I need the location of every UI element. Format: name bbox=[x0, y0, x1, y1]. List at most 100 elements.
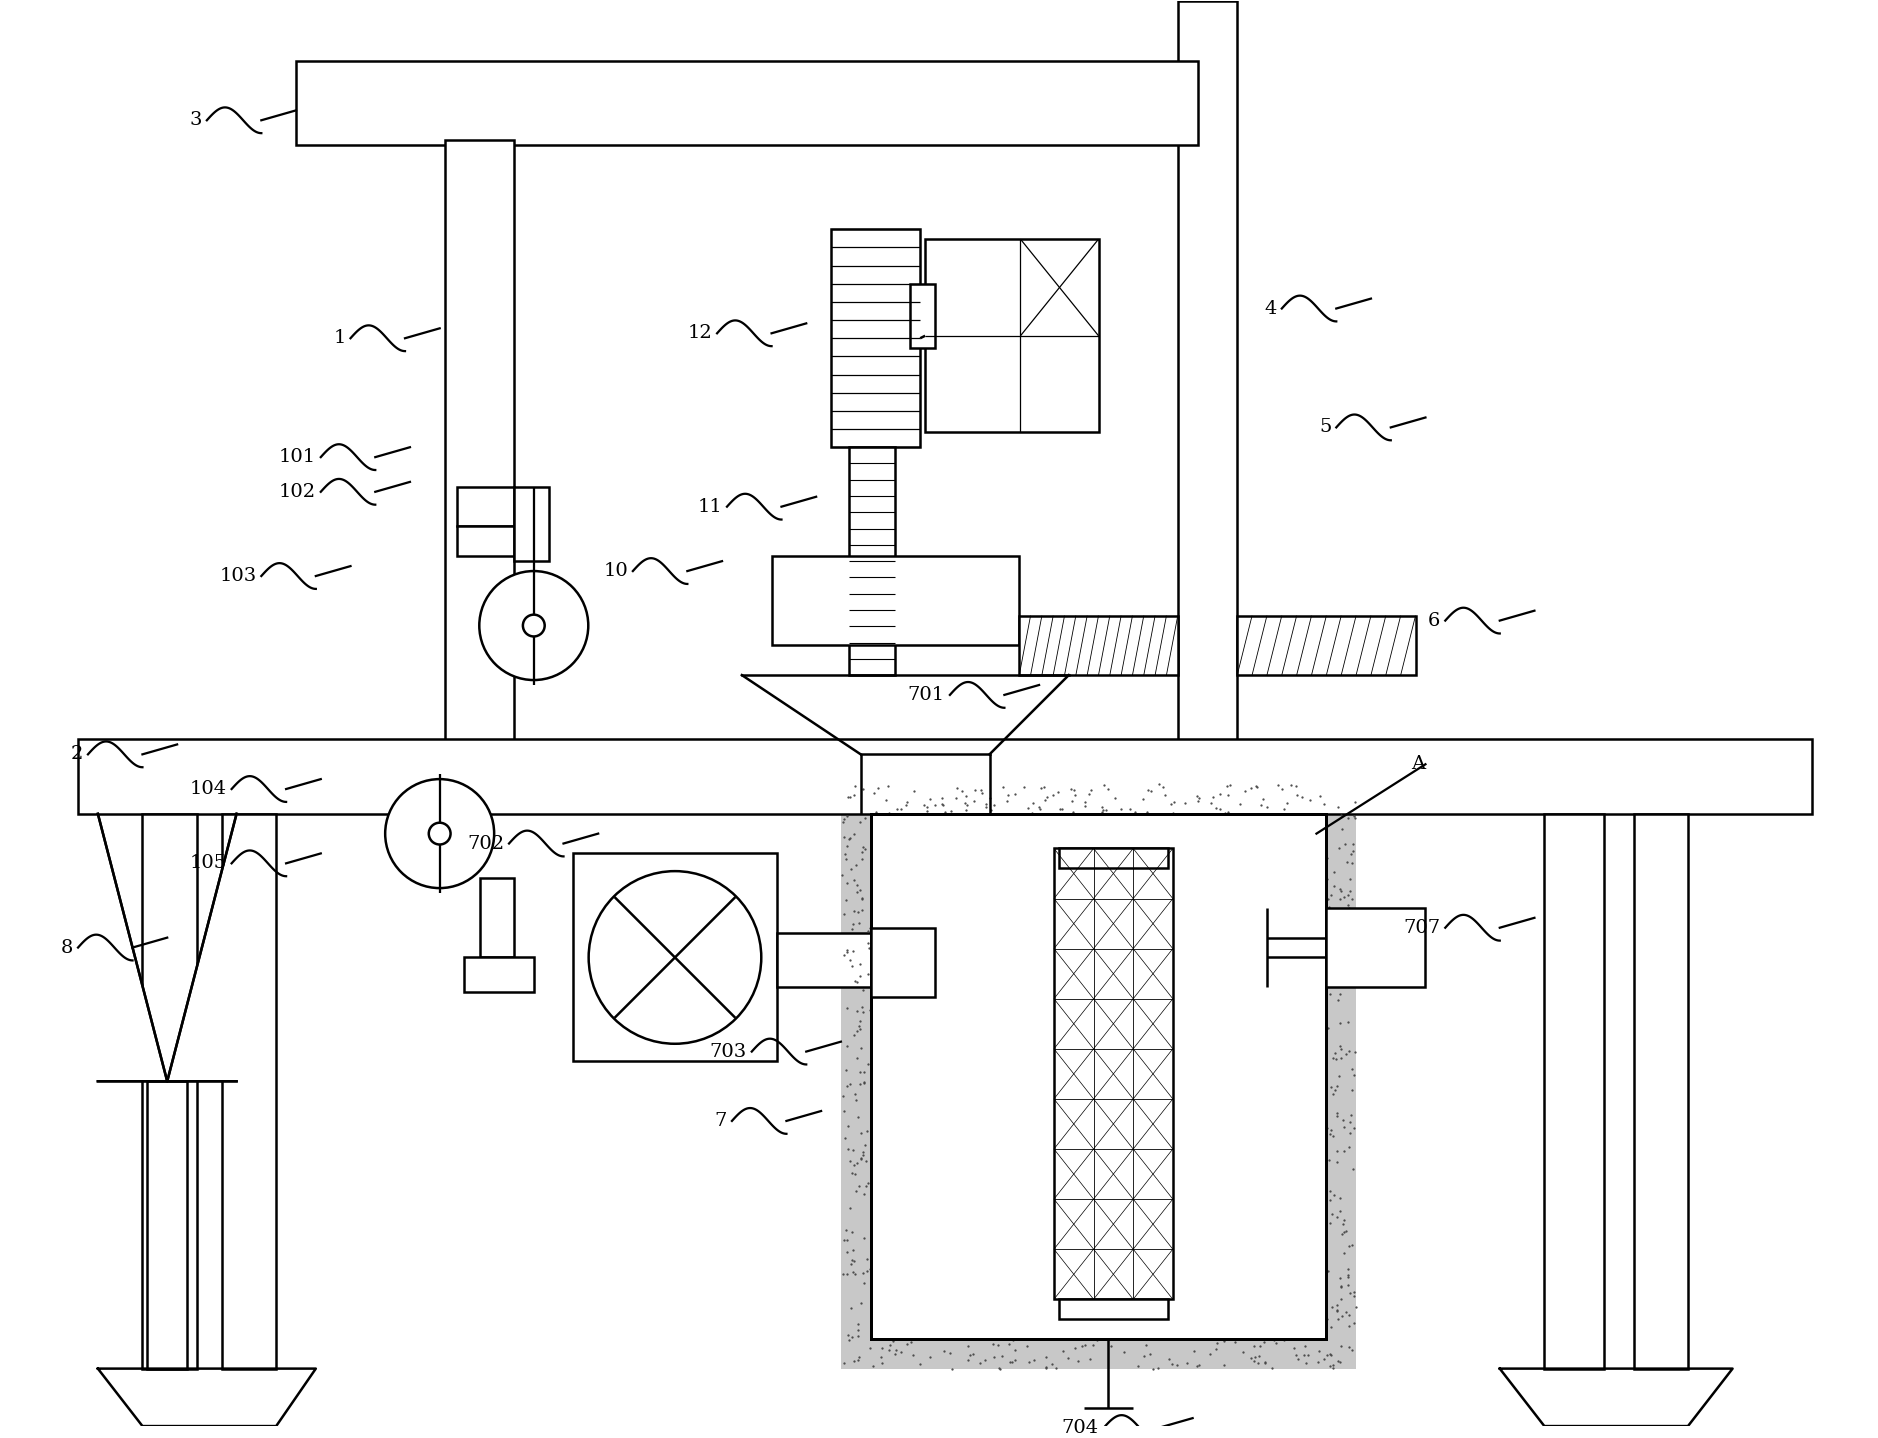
Point bbox=[1322, 951, 1352, 974]
Point bbox=[1031, 1356, 1061, 1379]
Point bbox=[1281, 774, 1311, 797]
Point bbox=[836, 1073, 866, 1096]
Point bbox=[1044, 781, 1074, 804]
Point bbox=[1318, 1125, 1348, 1148]
Point bbox=[853, 962, 883, 985]
Point bbox=[828, 1263, 858, 1286]
Point bbox=[1324, 988, 1354, 1011]
Point bbox=[1326, 1276, 1356, 1299]
Point bbox=[1106, 797, 1136, 820]
Point bbox=[1138, 1357, 1168, 1380]
Point bbox=[853, 1247, 883, 1270]
Point bbox=[836, 1150, 866, 1173]
Point bbox=[1337, 887, 1367, 910]
Point bbox=[1320, 1047, 1350, 1070]
Point bbox=[1012, 797, 1042, 820]
Point bbox=[1249, 1330, 1279, 1353]
Point bbox=[1326, 1038, 1356, 1061]
Bar bbox=[515, 487, 548, 561]
Text: 7: 7 bbox=[716, 1112, 727, 1130]
Point bbox=[978, 1346, 1008, 1369]
Point bbox=[1339, 1064, 1369, 1087]
Point bbox=[905, 1352, 935, 1375]
Point bbox=[1313, 955, 1343, 978]
Point bbox=[999, 1349, 1029, 1372]
Bar bbox=[841, 784, 1356, 1369]
Point bbox=[1283, 1347, 1313, 1370]
Point bbox=[851, 838, 881, 861]
Point bbox=[1014, 1350, 1044, 1373]
Point bbox=[993, 1333, 1024, 1356]
Point bbox=[1339, 804, 1369, 827]
Point bbox=[1057, 789, 1087, 812]
Point bbox=[845, 1073, 875, 1096]
Point bbox=[1202, 1332, 1232, 1355]
Bar bbox=[456, 526, 515, 557]
Point bbox=[832, 1263, 862, 1286]
Point bbox=[1333, 897, 1363, 920]
Point bbox=[977, 798, 1007, 821]
Point bbox=[892, 1332, 922, 1355]
Point bbox=[864, 777, 894, 800]
Point bbox=[1322, 1102, 1352, 1125]
Point bbox=[838, 1160, 868, 1183]
Point bbox=[1324, 1186, 1354, 1209]
Point bbox=[1153, 1327, 1183, 1350]
Point bbox=[1159, 791, 1189, 814]
Point bbox=[1324, 1307, 1354, 1330]
Point bbox=[868, 1352, 898, 1375]
Point bbox=[847, 887, 877, 910]
Point bbox=[1324, 837, 1354, 860]
Point bbox=[1070, 1333, 1101, 1356]
Point bbox=[1087, 800, 1117, 823]
Point bbox=[1339, 1311, 1369, 1334]
Point bbox=[854, 938, 885, 961]
Point bbox=[1134, 1343, 1164, 1366]
Point bbox=[988, 775, 1018, 798]
Text: 704: 704 bbox=[1061, 1419, 1099, 1437]
Point bbox=[839, 969, 870, 992]
Point bbox=[1025, 797, 1055, 820]
Point bbox=[950, 784, 980, 807]
Point bbox=[1335, 880, 1365, 903]
Bar bbox=[1059, 1300, 1168, 1319]
Point bbox=[830, 1352, 860, 1375]
Point bbox=[1335, 1122, 1365, 1145]
Point bbox=[1266, 778, 1296, 801]
Point bbox=[1283, 784, 1313, 807]
Point bbox=[1097, 1334, 1127, 1357]
Polygon shape bbox=[167, 814, 237, 1081]
Point bbox=[1018, 791, 1048, 814]
Bar bbox=[297, 60, 1198, 145]
Bar bbox=[776, 933, 871, 986]
Point bbox=[843, 1324, 873, 1347]
Point bbox=[1074, 782, 1104, 805]
Point bbox=[1313, 1260, 1343, 1283]
Point bbox=[853, 1260, 883, 1283]
Point bbox=[1313, 1345, 1343, 1368]
Point bbox=[838, 917, 868, 940]
Text: 6: 6 bbox=[1427, 611, 1440, 630]
Point bbox=[886, 1340, 916, 1363]
Text: 703: 703 bbox=[710, 1043, 747, 1061]
Text: 105: 105 bbox=[190, 854, 227, 873]
Point bbox=[841, 873, 871, 896]
Point bbox=[845, 952, 875, 975]
Point bbox=[1333, 1334, 1363, 1357]
Point bbox=[1328, 1208, 1358, 1231]
Point bbox=[836, 955, 866, 978]
Point bbox=[1162, 1353, 1193, 1376]
Point bbox=[1275, 774, 1305, 797]
Point bbox=[830, 1126, 860, 1149]
Bar bbox=[573, 853, 776, 1061]
Point bbox=[1322, 1300, 1352, 1323]
Point bbox=[1337, 851, 1367, 874]
Point bbox=[860, 782, 890, 805]
Point bbox=[839, 784, 870, 807]
Point bbox=[1335, 1103, 1365, 1126]
Point bbox=[1093, 778, 1123, 801]
Point bbox=[849, 1061, 879, 1084]
Point bbox=[834, 1323, 864, 1346]
Point bbox=[1318, 874, 1348, 897]
Point bbox=[1315, 1149, 1345, 1172]
